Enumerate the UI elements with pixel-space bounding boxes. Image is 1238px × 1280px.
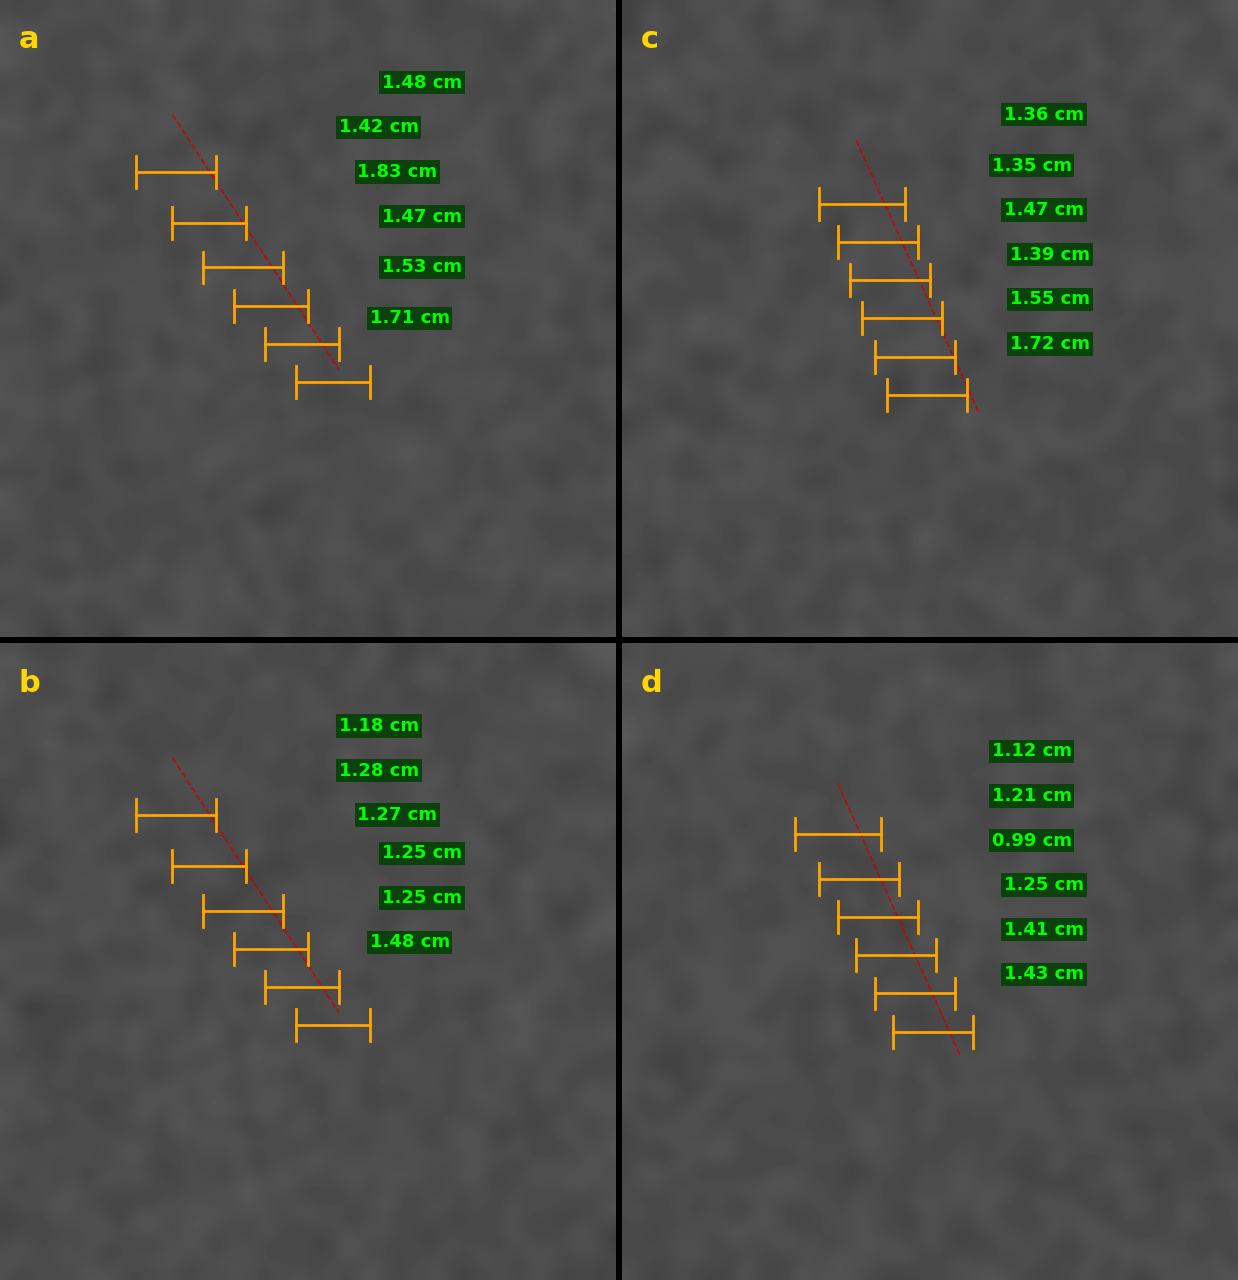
Text: 1.36 cm: 1.36 cm — [1004, 106, 1084, 124]
Text: 1.28 cm: 1.28 cm — [339, 762, 418, 780]
Text: 1.27 cm: 1.27 cm — [358, 806, 437, 824]
Text: 1.18 cm: 1.18 cm — [339, 717, 418, 735]
Text: 1.21 cm: 1.21 cm — [992, 787, 1072, 805]
Text: 1.39 cm: 1.39 cm — [1010, 246, 1091, 264]
Text: 1.72 cm: 1.72 cm — [1010, 335, 1091, 353]
Text: 1.25 cm: 1.25 cm — [1004, 877, 1084, 895]
Text: b: b — [19, 668, 40, 698]
Text: 1.25 cm: 1.25 cm — [381, 845, 462, 863]
Text: 1.35 cm: 1.35 cm — [992, 156, 1072, 174]
Text: 1.25 cm: 1.25 cm — [381, 888, 462, 908]
Text: 1.48 cm: 1.48 cm — [381, 74, 462, 92]
Text: 1.48 cm: 1.48 cm — [370, 933, 449, 951]
Text: 1.55 cm: 1.55 cm — [1010, 291, 1091, 308]
Text: d: d — [640, 668, 662, 698]
Text: a: a — [19, 26, 38, 55]
Text: 1.71 cm: 1.71 cm — [370, 310, 449, 328]
Text: 1.47 cm: 1.47 cm — [381, 207, 462, 225]
Text: 1.41 cm: 1.41 cm — [1004, 920, 1084, 938]
Text: 1.53 cm: 1.53 cm — [381, 259, 462, 276]
Text: 1.43 cm: 1.43 cm — [1004, 965, 1084, 983]
Text: 0.99 cm: 0.99 cm — [992, 832, 1072, 850]
Text: 1.12 cm: 1.12 cm — [992, 742, 1072, 760]
Text: 1.42 cm: 1.42 cm — [339, 118, 418, 137]
Text: 1.83 cm: 1.83 cm — [358, 163, 437, 180]
Text: 1.47 cm: 1.47 cm — [1004, 201, 1084, 219]
Text: c: c — [640, 26, 659, 55]
